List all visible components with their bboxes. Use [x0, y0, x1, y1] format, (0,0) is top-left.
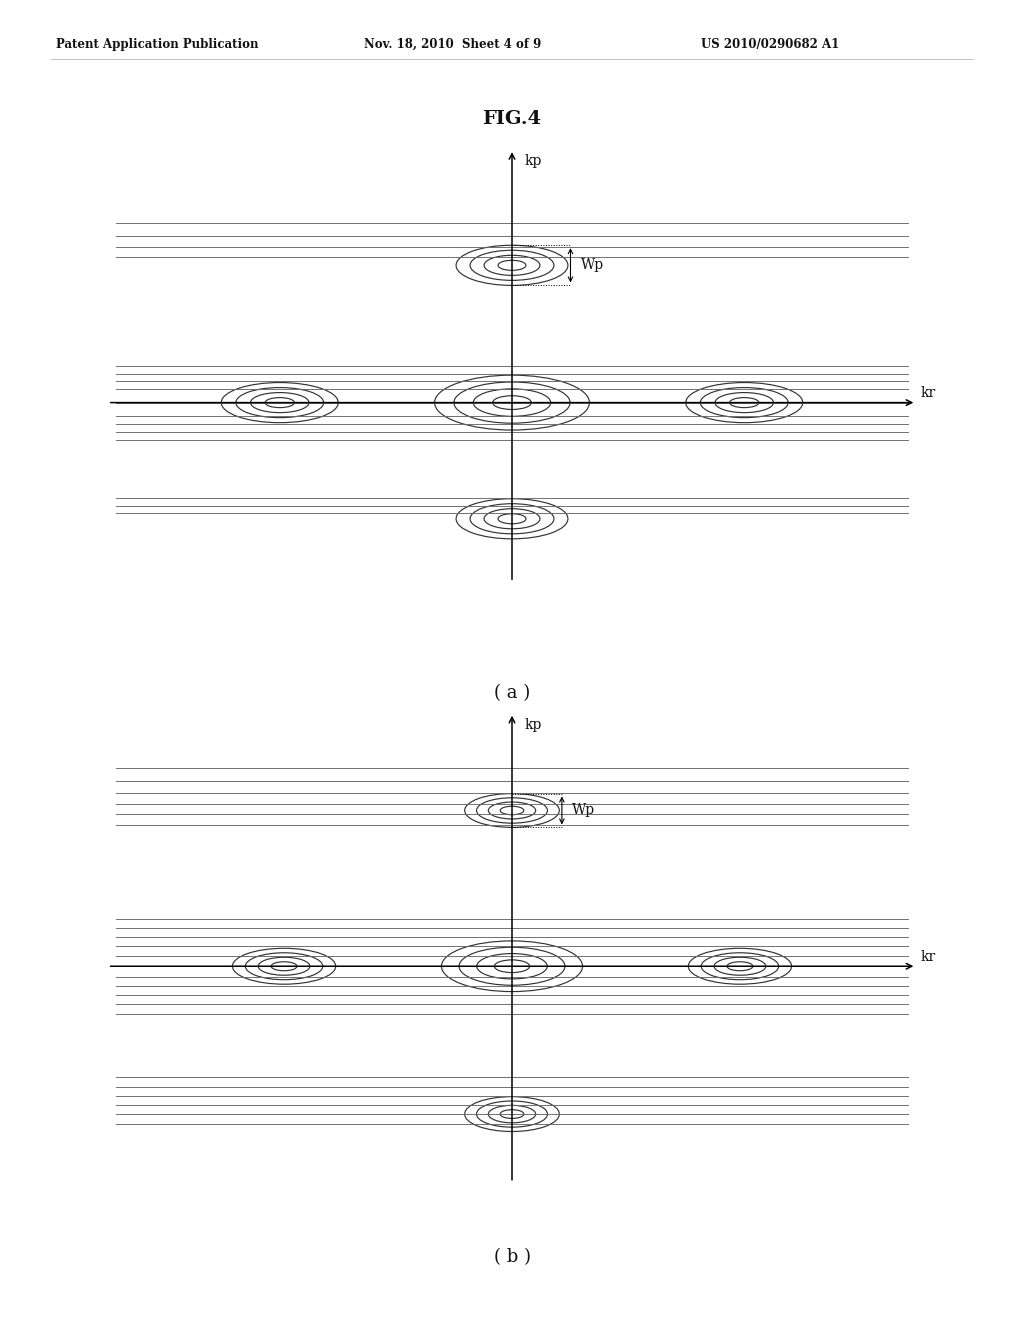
Text: ( b ): ( b ) — [494, 1247, 530, 1266]
Text: Patent Application Publication: Patent Application Publication — [56, 37, 259, 50]
Text: FIG.4: FIG.4 — [482, 110, 542, 128]
Text: ( a ): ( a ) — [494, 684, 530, 702]
Text: US 2010/0290682 A1: US 2010/0290682 A1 — [701, 37, 840, 50]
Text: kr: kr — [921, 385, 936, 400]
Text: Nov. 18, 2010  Sheet 4 of 9: Nov. 18, 2010 Sheet 4 of 9 — [364, 37, 541, 50]
Text: Wp: Wp — [572, 804, 595, 817]
Text: Wp: Wp — [581, 259, 604, 272]
Text: kr: kr — [921, 949, 936, 964]
Text: kp: kp — [525, 718, 543, 733]
Text: kp: kp — [525, 154, 543, 169]
